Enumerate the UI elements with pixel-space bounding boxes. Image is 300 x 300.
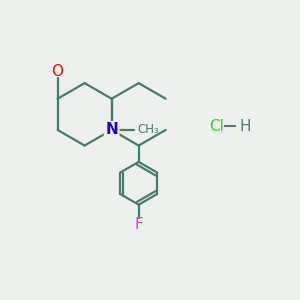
- Text: O: O: [52, 64, 64, 79]
- Text: H: H: [240, 119, 251, 134]
- Text: CH₃: CH₃: [137, 123, 159, 136]
- Text: F: F: [134, 217, 143, 232]
- Text: N: N: [105, 122, 118, 137]
- Text: Cl: Cl: [209, 119, 224, 134]
